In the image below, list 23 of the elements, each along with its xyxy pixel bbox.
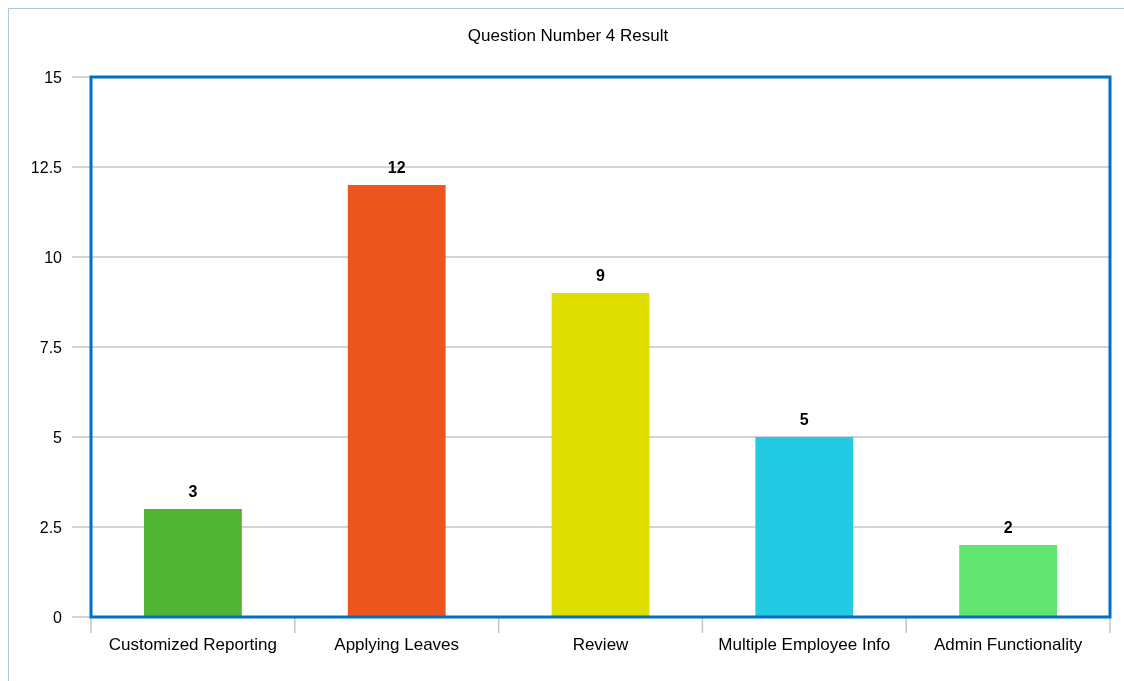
chart-title: Question Number 4 Result	[467, 26, 669, 45]
y-tick-label: 7.5	[39, 338, 63, 356]
y-tick-label: 2.5	[39, 518, 63, 536]
y-tick-label: 10	[44, 248, 63, 266]
x-tick-label: Admin Functionality	[933, 635, 1083, 654]
bar	[347, 185, 446, 617]
x-tick-label: Multiple Employee Info	[718, 635, 891, 654]
bar	[143, 509, 242, 617]
y-tick-label: 12.5	[30, 158, 63, 176]
x-tick-label: Review	[572, 635, 630, 654]
data-label: 12	[387, 159, 406, 176]
data-label: 9	[596, 267, 606, 284]
bar	[755, 437, 854, 617]
bar	[959, 545, 1058, 617]
x-tick-label: Customized Reporting	[108, 635, 277, 654]
y-tick-label: 0	[53, 608, 63, 626]
y-tick-label: 5	[53, 428, 63, 446]
bar	[551, 293, 650, 617]
y-tick-label: 15	[44, 68, 63, 86]
data-label: 3	[188, 483, 198, 500]
data-label: 2	[1003, 519, 1013, 536]
data-label: 5	[799, 411, 809, 428]
x-tick-label: Applying Leaves	[334, 635, 460, 654]
